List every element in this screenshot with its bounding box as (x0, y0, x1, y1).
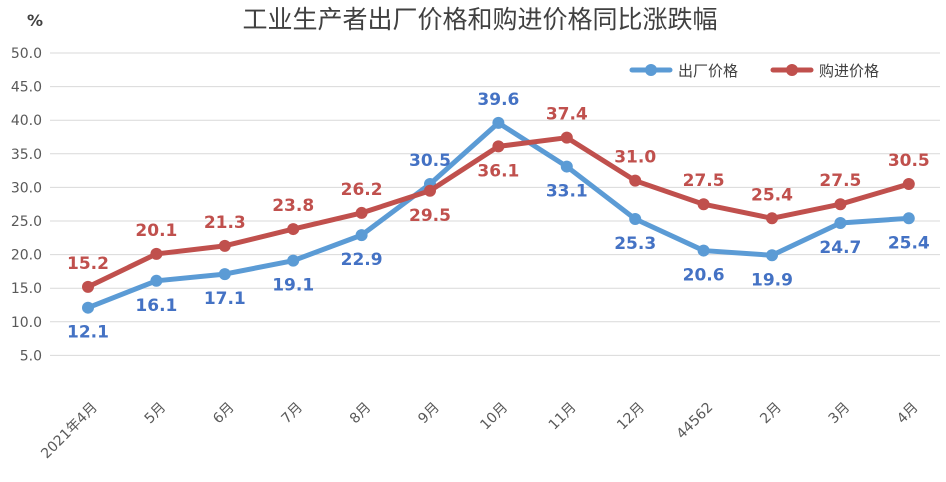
data-label: 30.5 (409, 151, 451, 171)
x-tick-label: 2月 (757, 400, 785, 428)
data-point (766, 212, 778, 225)
data-label: 19.9 (751, 270, 793, 290)
data-label: 37.4 (546, 105, 588, 125)
data-label: 22.9 (341, 250, 383, 270)
x-axis-ticks: 2021年4月 5月 6月 7月 8月 9月 10月 11月 12月 44562 2月 3月 4月 (38, 400, 921, 463)
data-label: 39.6 (477, 90, 519, 110)
data-point (697, 198, 710, 211)
data-point (834, 198, 847, 211)
data-point (697, 244, 710, 257)
data-point (150, 247, 163, 260)
y-axis-ticks: 5.0 10.0 15.0 20.0 25.0 30.0 35.0 40.0 45.0 50.0 (11, 46, 42, 364)
data-point (560, 131, 573, 144)
data-label: 31.0 (614, 148, 656, 168)
data-point (629, 212, 642, 225)
x-tick-label: 10月 (477, 400, 511, 434)
y-tick-label: 45.0 (11, 80, 42, 96)
x-tick-label: 2021年4月 (38, 400, 101, 463)
data-point (560, 160, 573, 173)
data-point (902, 178, 915, 191)
data-label: 36.1 (477, 161, 519, 181)
data-point (355, 206, 368, 219)
x-tick-label: 7月 (279, 400, 307, 428)
y-tick-label: 25.0 (11, 214, 42, 230)
x-tick-label: 4月 (894, 400, 922, 428)
data-point (834, 217, 847, 230)
data-label: 27.5 (683, 171, 725, 191)
x-tick-label: 9月 (415, 400, 443, 428)
data-point (218, 268, 231, 281)
x-tick-label: 44562 (674, 400, 717, 443)
data-point (766, 249, 778, 262)
legend-marker (645, 64, 657, 76)
series-lines (82, 116, 915, 314)
y-tick-label: 5.0 (20, 348, 42, 364)
data-label: 29.5 (409, 206, 451, 226)
x-tick-label: 11月 (546, 400, 580, 434)
data-label: 26.2 (341, 180, 383, 200)
data-point (424, 184, 436, 197)
data-label: 20.1 (135, 221, 177, 241)
y-tick-label: 10.0 (11, 315, 42, 331)
x-tick-label: 3月 (826, 400, 854, 428)
gridlines (50, 52, 940, 356)
legend-label: 出厂价格 (678, 62, 738, 80)
data-label: 30.5 (888, 151, 930, 171)
y-tick-label: 35.0 (11, 147, 42, 163)
data-point (492, 116, 505, 129)
data-label: 17.1 (204, 289, 246, 309)
data-point (287, 254, 300, 267)
data-label: 20.6 (683, 266, 725, 286)
data-point (492, 140, 505, 153)
data-label: 25.4 (751, 185, 793, 205)
legend-marker (786, 64, 798, 76)
data-label: 23.8 (272, 196, 314, 216)
data-point (902, 212, 915, 225)
data-point (629, 174, 642, 187)
legend: 出厂价格 购进价格 (629, 62, 879, 80)
y-unit-label: % (27, 11, 43, 30)
data-label: 16.1 (135, 296, 177, 316)
data-label: 25.4 (888, 233, 930, 253)
data-label: 33.1 (546, 182, 588, 202)
x-tick-label: 6月 (210, 400, 238, 428)
data-point (218, 239, 231, 252)
data-point (82, 301, 94, 314)
chart-title: 工业生产者出厂价格和购进价格同比涨跌幅 (242, 5, 717, 34)
data-label: 12.1 (67, 323, 109, 343)
y-tick-label: 20.0 (11, 248, 42, 264)
data-label: 21.3 (204, 213, 246, 233)
x-tick-label: 5月 (142, 400, 170, 428)
data-point (82, 280, 94, 293)
y-tick-label: 40.0 (11, 113, 42, 129)
y-tick-label: 50.0 (11, 46, 42, 62)
data-point (150, 274, 163, 287)
data-point (287, 223, 300, 236)
x-tick-label: 12月 (614, 400, 648, 434)
y-tick-label: 15.0 (11, 281, 42, 297)
x-tick-label: 8月 (347, 400, 375, 428)
data-label: 27.5 (819, 171, 861, 191)
data-label: 19.1 (272, 276, 314, 296)
data-labels: 12.1 16.1 17.1 19.1 22.9 30.5 39.6 33.1 25.3 20.6… (67, 90, 930, 343)
data-label: 15.2 (67, 254, 109, 274)
y-tick-label: 30.0 (11, 180, 42, 196)
data-point (355, 229, 368, 242)
data-label: 25.3 (614, 234, 656, 254)
legend-label: 购进价格 (819, 62, 879, 80)
data-label: 24.7 (819, 238, 861, 258)
